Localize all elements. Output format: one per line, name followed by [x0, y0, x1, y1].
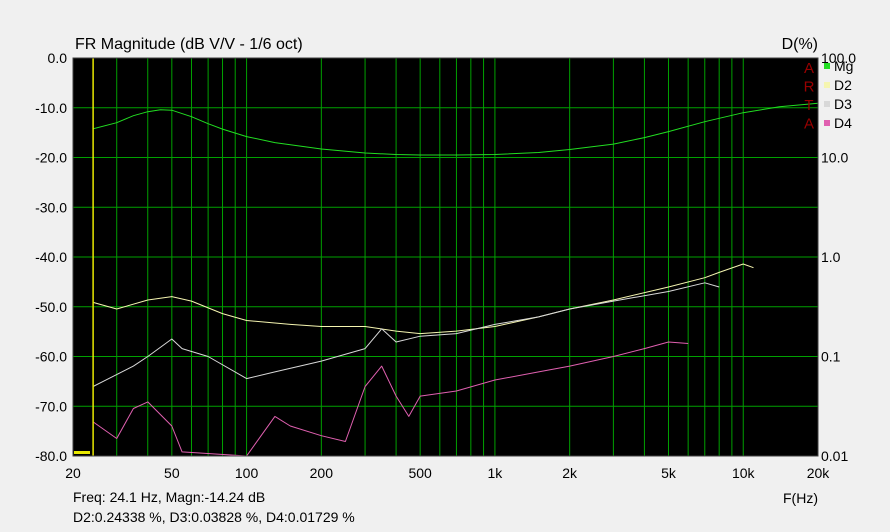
right-axis-title: D(%): [782, 36, 818, 53]
x-tick-label: 100: [235, 465, 259, 481]
series-line-d3: [92, 282, 720, 387]
watermark-letter: A: [804, 60, 814, 77]
series-line-d4: [92, 341, 689, 457]
watermark-letter: R: [804, 79, 815, 96]
right-tick-label: 10.0: [821, 150, 848, 166]
axes: 0.0 -10.0 -20.0 -30.0 -40.0 -50.0 -60.0 -70.0 -8…: [35, 50, 856, 481]
y-tick-label: -10.0: [35, 100, 67, 116]
legend-label-mg: Mg: [834, 58, 853, 74]
x-tick-label: 1k: [488, 465, 504, 481]
y-tick-label: -80.0: [35, 448, 67, 464]
x-tick-label: 50: [164, 465, 180, 481]
y-tick-label: -40.0: [35, 249, 67, 265]
y-tick-label: -30.0: [35, 199, 67, 215]
cursor-readout-freq-magn: Freq: 24.1 Hz, Magn:-14.24 dB: [73, 489, 266, 505]
right-tick-label: 1.0: [821, 249, 841, 265]
x-tick-label: 2k: [562, 465, 578, 481]
legend-swatch-d2: [824, 82, 830, 88]
watermark-letter: A: [804, 116, 814, 133]
x-axis-label: F(Hz): [783, 490, 818, 506]
y-tick-label: -20.0: [35, 150, 67, 166]
plot-frame: [72, 57, 819, 457]
x-tick-label: 20: [65, 465, 81, 481]
legend-label-d4: D4: [834, 115, 852, 131]
legend-label-d2: D2: [834, 77, 852, 93]
y-tick-label: 0.0: [48, 50, 68, 66]
x-tick-label: 5k: [661, 465, 677, 481]
legend-swatch-d3: [824, 101, 830, 107]
cursor-readout-distortion: D2:0.24338 %, D3:0.03828 %, D4:0.01729 %: [73, 509, 355, 525]
cursor-layer: [74, 58, 94, 456]
chart-title: FR Magnitude (dB V/V - 1/6 oct): [75, 36, 303, 53]
series-line-mg: [92, 102, 819, 156]
legend: Mg D2 D3 D4: [824, 58, 853, 131]
right-tick-label: 0.01: [821, 448, 848, 464]
x-tick-label: 20k: [807, 465, 831, 481]
legend-swatch-mg: [824, 63, 830, 69]
x-tick-label: 500: [408, 465, 432, 481]
cursor-marker: [74, 451, 90, 454]
y-tick-label: -60.0: [35, 349, 67, 365]
x-tick-label: 200: [310, 465, 334, 481]
watermark-letter: T: [804, 97, 813, 114]
right-tick-label: 100.0: [821, 50, 856, 66]
series-layer: [92, 102, 819, 457]
series-line-d2: [92, 263, 754, 335]
legend-label-d3: D3: [834, 96, 852, 112]
y-tick-label: -70.0: [35, 398, 67, 414]
y-tick-label: -50.0: [35, 299, 67, 315]
x-tick-label: 10k: [732, 465, 756, 481]
right-tick-label: 0.1: [821, 349, 841, 365]
legend-swatch-d4: [824, 120, 830, 126]
